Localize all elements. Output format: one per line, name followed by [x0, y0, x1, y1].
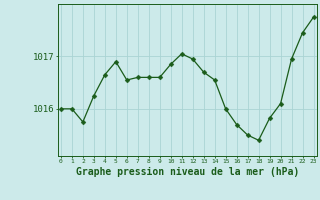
X-axis label: Graphe pression niveau de la mer (hPa): Graphe pression niveau de la mer (hPa) [76, 167, 299, 177]
